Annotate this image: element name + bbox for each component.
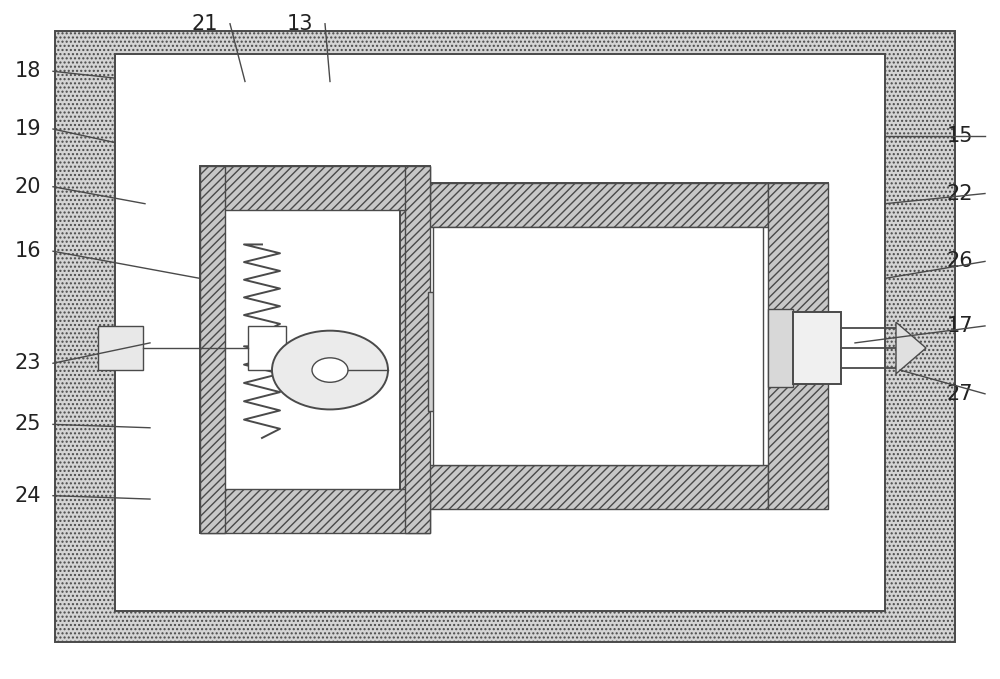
Circle shape: [312, 358, 348, 382]
Text: 27: 27: [947, 384, 973, 404]
Text: 25: 25: [15, 414, 41, 435]
Bar: [200, 166, 430, 533]
Bar: [98, 326, 143, 370]
Bar: [428, 183, 768, 227]
Circle shape: [272, 331, 388, 409]
Text: 17: 17: [947, 316, 973, 336]
Bar: [115, 54, 885, 611]
Text: 24: 24: [15, 485, 41, 506]
Bar: [768, 183, 828, 509]
Bar: [793, 312, 841, 384]
Text: 15: 15: [947, 126, 973, 146]
Polygon shape: [896, 323, 926, 373]
Text: 19: 19: [15, 119, 41, 139]
Bar: [405, 166, 430, 533]
Bar: [428, 465, 768, 509]
Text: 13: 13: [287, 14, 313, 34]
Text: 16: 16: [15, 241, 41, 261]
Bar: [433, 227, 763, 465]
Text: 26: 26: [947, 251, 973, 272]
Bar: [428, 183, 828, 509]
Bar: [200, 166, 430, 210]
Text: 21: 21: [192, 14, 218, 34]
Bar: [200, 489, 430, 533]
Text: 20: 20: [15, 177, 41, 197]
Bar: [225, 197, 400, 502]
Text: 18: 18: [15, 61, 41, 81]
Bar: [248, 326, 286, 370]
Text: 22: 22: [947, 183, 973, 204]
Bar: [428, 292, 450, 411]
Bar: [200, 166, 225, 533]
Text: 23: 23: [15, 353, 41, 373]
Bar: [768, 309, 793, 387]
